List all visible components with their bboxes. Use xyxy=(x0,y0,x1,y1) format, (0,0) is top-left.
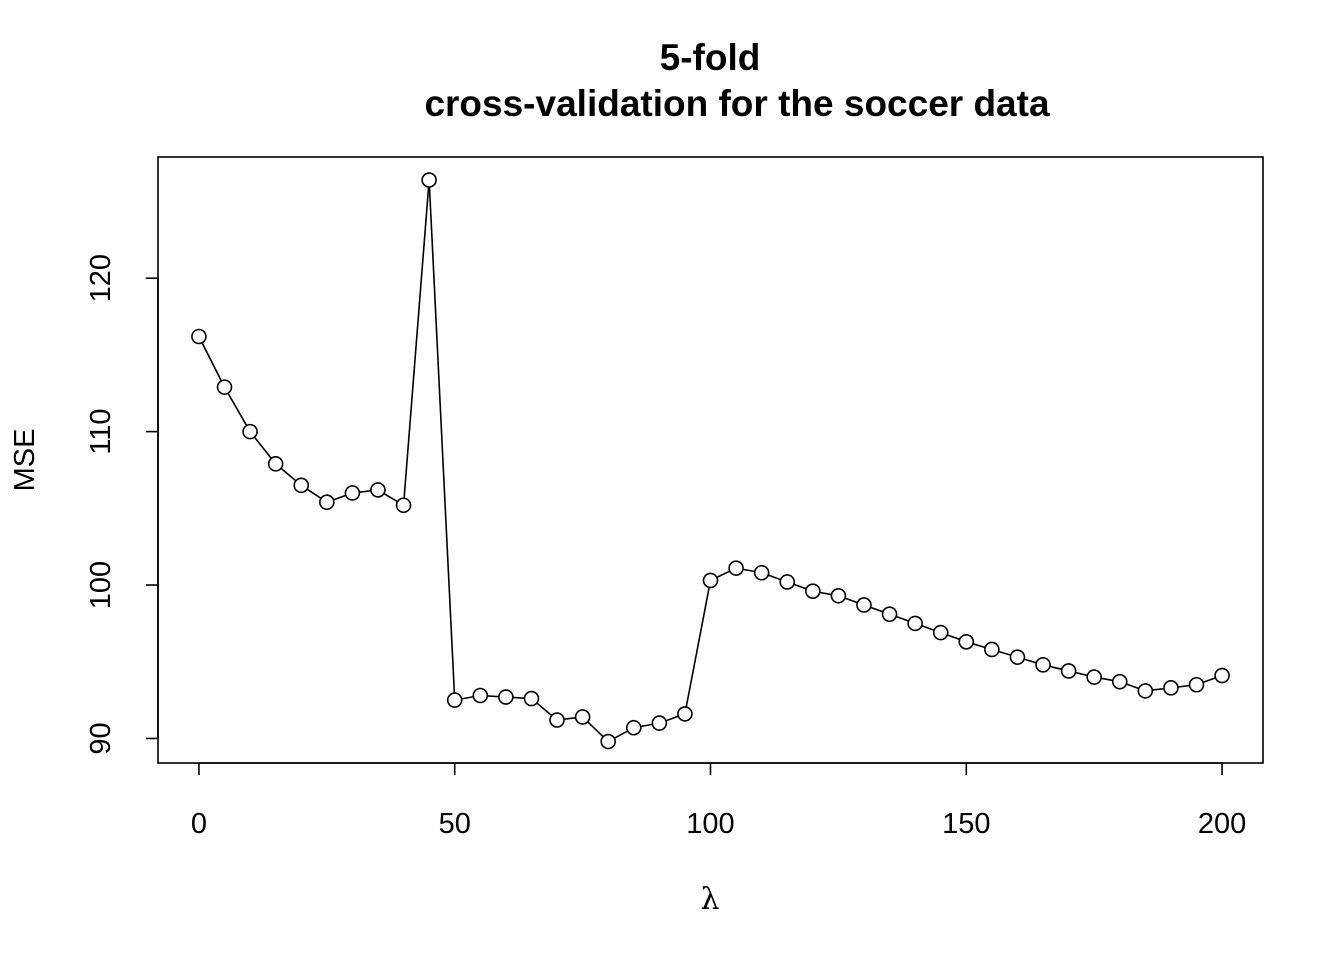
chart-title-line1: 5-fold xyxy=(660,37,761,78)
line-segment xyxy=(1126,683,1140,690)
data-point xyxy=(1060,663,1077,679)
x-tick-label: 0 xyxy=(191,808,207,840)
data-point xyxy=(216,379,233,395)
data-point xyxy=(1086,669,1102,685)
line-segment xyxy=(640,723,653,728)
data-point xyxy=(421,172,437,188)
y-tick-label: 100 xyxy=(85,561,117,609)
data-point xyxy=(753,564,770,581)
data-point xyxy=(319,494,335,510)
data-point xyxy=(1035,657,1051,673)
data-point xyxy=(242,423,258,440)
line-segment xyxy=(947,634,960,641)
data-point xyxy=(856,597,872,613)
line-segment xyxy=(461,695,474,700)
line-segment xyxy=(665,715,679,722)
line-segment xyxy=(227,392,248,426)
line-segment xyxy=(587,721,604,738)
data-point xyxy=(1188,676,1205,693)
line-segment xyxy=(895,615,909,622)
line-segment xyxy=(280,467,297,482)
data-point xyxy=(446,692,463,708)
data-point xyxy=(549,712,565,728)
line-segment xyxy=(613,730,628,739)
line-segment xyxy=(793,583,807,590)
chart-title-line2: cross-validation for the soccer data xyxy=(424,83,1050,124)
line-segment xyxy=(998,650,1011,656)
line-segment xyxy=(972,643,986,649)
plot-frame xyxy=(157,156,1264,764)
line-segment xyxy=(428,186,456,694)
y-tick-label: 110 xyxy=(85,409,117,455)
line-segment xyxy=(487,695,499,698)
data-point xyxy=(728,560,744,576)
line-segment xyxy=(403,186,430,499)
line-segment xyxy=(870,606,884,613)
y-axis-label: MSE xyxy=(9,429,41,492)
line-segment xyxy=(563,717,576,721)
line-segment xyxy=(1202,677,1216,684)
data-point xyxy=(805,583,821,599)
data-point xyxy=(702,572,719,589)
x-tick-label: 100 xyxy=(686,808,734,840)
line-segment xyxy=(1152,687,1165,691)
y-tick-label: 90 xyxy=(85,722,117,754)
data-point xyxy=(523,690,540,707)
data-point xyxy=(651,715,668,731)
data-point xyxy=(293,477,310,494)
line-segment xyxy=(921,625,935,631)
x-axis-label: λ xyxy=(700,882,719,917)
data-point xyxy=(677,706,693,722)
line-segment xyxy=(253,436,272,459)
data-point xyxy=(472,687,489,704)
x-tick-label: 150 xyxy=(942,808,990,840)
line-segment xyxy=(383,492,398,503)
line-segment xyxy=(1049,665,1062,671)
data-point xyxy=(984,641,1000,658)
line-segment xyxy=(819,591,832,596)
data-point xyxy=(395,497,412,514)
line-segment xyxy=(742,568,755,573)
line-segment xyxy=(716,570,731,579)
line-segment xyxy=(333,494,347,501)
data-point xyxy=(932,624,949,641)
data-point xyxy=(1214,667,1230,684)
line-segment xyxy=(536,702,553,717)
line-segment xyxy=(306,488,322,500)
y-axis: 90 100 110 120 xyxy=(85,254,159,755)
line-segment xyxy=(685,587,710,708)
data-point xyxy=(881,606,898,622)
line-segment xyxy=(1075,671,1088,677)
data-point xyxy=(1009,649,1026,665)
line-segment xyxy=(767,574,781,581)
x-axis: 0 50 100 150 200 xyxy=(191,762,1246,840)
line-segment xyxy=(844,597,858,604)
data-point xyxy=(191,328,207,345)
data-point xyxy=(600,733,616,750)
data-point xyxy=(1111,673,1128,690)
data-point xyxy=(267,456,284,472)
series-group xyxy=(191,172,1230,750)
data-point xyxy=(830,587,847,604)
line-segment xyxy=(512,696,525,699)
data-point xyxy=(574,709,591,725)
data-point xyxy=(1163,680,1179,696)
x-tick-label: 200 xyxy=(1198,808,1246,840)
data-point xyxy=(370,482,386,498)
line-segment xyxy=(1177,684,1190,688)
line-segment xyxy=(1023,658,1037,664)
data-point xyxy=(625,719,642,736)
data-point xyxy=(907,615,923,632)
data-point xyxy=(1137,683,1154,699)
x-tick-label: 50 xyxy=(439,808,471,840)
data-point xyxy=(344,485,361,501)
data-point xyxy=(958,633,975,650)
data-point xyxy=(779,574,796,590)
line-segment xyxy=(1100,677,1114,682)
data-point xyxy=(498,689,514,705)
y-tick-label: 120 xyxy=(85,254,117,302)
line-segment xyxy=(359,489,372,493)
line-segment xyxy=(201,342,223,382)
